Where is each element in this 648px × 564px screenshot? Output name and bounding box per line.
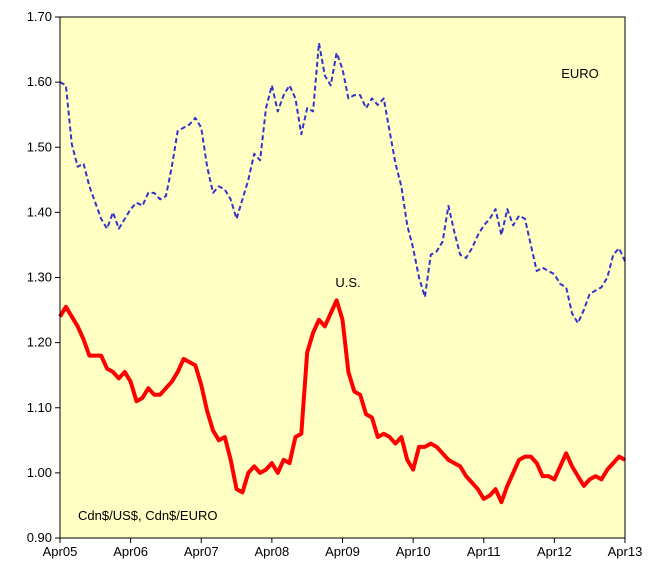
- x-tick-label: Apr10: [396, 544, 431, 559]
- x-tick-label: Apr07: [184, 544, 219, 559]
- series-line: [58, 298, 626, 505]
- y-tick-label: 1.00: [27, 465, 52, 480]
- annotation: U.S.: [335, 275, 360, 290]
- series-line: [59, 42, 626, 325]
- x-tick-label: Apr12: [537, 544, 572, 559]
- x-tick-label: Apr11: [467, 544, 501, 559]
- y-tick-label: 0.90: [27, 530, 52, 545]
- y-tick-label: 1.30: [27, 270, 52, 285]
- y-tick-label: 1.70: [27, 9, 52, 24]
- annotation: Cdn$/US$, Cdn$/EURO: [78, 508, 217, 523]
- x-tick-label: Apr06: [113, 544, 148, 559]
- annotation: EURO: [561, 66, 599, 81]
- x-tick-label: Apr13: [608, 544, 643, 559]
- y-tick-label: 1.50: [27, 139, 52, 154]
- plot-border: [59, 16, 626, 539]
- y-tick-label: 1.20: [27, 335, 52, 350]
- plot-area: [60, 17, 625, 538]
- x-tick-label: Apr09: [325, 544, 360, 559]
- x-tick-label: Apr08: [255, 544, 290, 559]
- y-tick-label: 1.60: [27, 74, 52, 89]
- x-tick-label: Apr05: [43, 544, 78, 559]
- y-tick-label: 1.40: [27, 204, 52, 219]
- y-tick-label: 1.10: [27, 400, 52, 415]
